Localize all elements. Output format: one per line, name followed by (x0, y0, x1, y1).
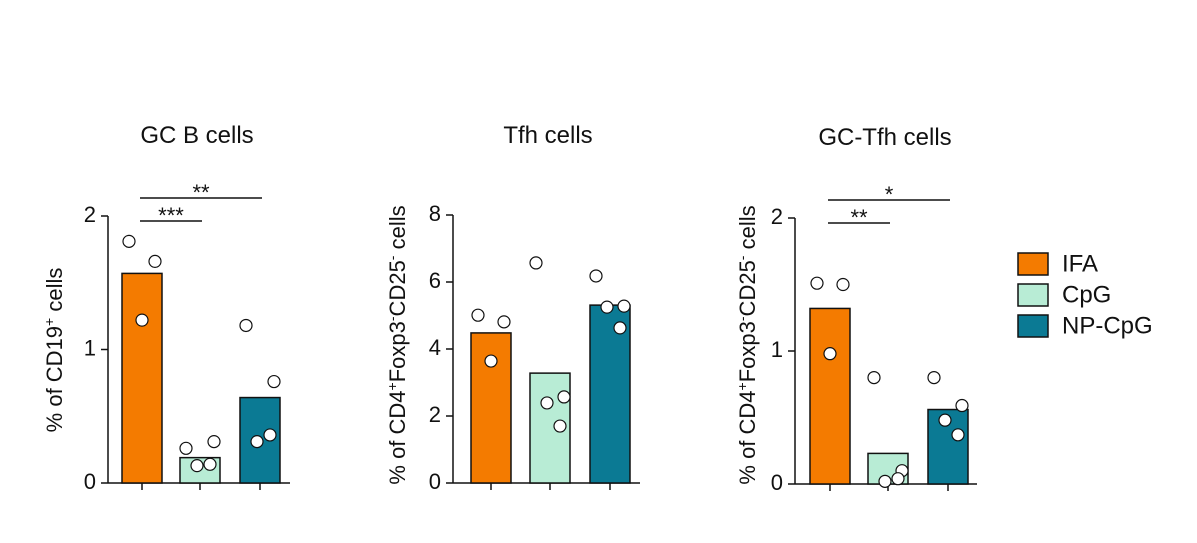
y-axis-label-part: - (734, 255, 750, 260)
y-axis-label-part: Foxp3 (735, 321, 760, 382)
data-point (810, 276, 824, 290)
chart-title: GC B cells (140, 122, 253, 149)
y-axis-label-part: Foxp3 (385, 321, 410, 382)
y-axis-label-part: % of CD4 (385, 390, 410, 484)
y-axis-label-part: + (41, 318, 57, 326)
significance-label: *** (158, 203, 184, 228)
data-point (497, 315, 511, 329)
y-axis-label-part: + (734, 382, 750, 390)
y-tick-label: 0 (84, 469, 96, 494)
data-point (263, 428, 277, 442)
chart-title: GC-Tfh cells (818, 124, 951, 151)
data-point (250, 435, 264, 449)
y-tick-label: 1 (771, 337, 783, 362)
data-point (823, 347, 837, 361)
y-axis-label: % of CD19+ cells (41, 268, 67, 433)
data-point (471, 308, 485, 322)
data-point (938, 413, 952, 427)
significance-label: ** (192, 180, 210, 205)
data-point (836, 277, 850, 292)
data-point (600, 300, 614, 314)
data-point (553, 419, 567, 433)
y-axis-label-part: % of CD19 (42, 326, 67, 432)
y-tick-label: 2 (771, 204, 783, 229)
data-point (867, 371, 881, 385)
data-point (951, 428, 965, 442)
data-point (955, 398, 969, 413)
data-point (557, 390, 571, 404)
data-point (135, 313, 149, 327)
data-point (148, 254, 162, 268)
data-point (927, 371, 941, 385)
legend-swatch (1017, 314, 1049, 338)
legend-label: CpG (1062, 281, 1111, 308)
y-axis-label: % of CD4+Foxp3-CD25- cells (384, 205, 410, 484)
legend-swatch (1017, 283, 1049, 307)
y-axis-label-part: - (384, 316, 400, 321)
y-tick-label: 0 (771, 470, 783, 495)
legend-swatch (1017, 252, 1049, 276)
legend-label: IFA (1062, 250, 1098, 277)
y-tick-label: 0 (429, 469, 441, 494)
significance-label: ** (850, 205, 868, 230)
data-point (179, 441, 193, 455)
y-tick-label: 4 (429, 335, 441, 360)
y-axis-label-part: + (384, 382, 400, 390)
data-point (267, 374, 281, 389)
significance-label: * (885, 182, 894, 207)
y-tick-label: 2 (84, 202, 96, 227)
data-point (613, 321, 627, 335)
data-point (589, 269, 603, 283)
y-axis-label-part: - (734, 316, 750, 321)
data-point (239, 318, 253, 333)
y-axis-label-part: - (384, 255, 400, 260)
legend-label: NP-CpG (1062, 312, 1153, 339)
data-point (891, 472, 905, 486)
y-axis-label-part: cells (385, 205, 410, 255)
y-axis-label-part: CD25 (385, 260, 410, 316)
bar (121, 272, 163, 484)
data-point (203, 457, 217, 471)
y-axis-label-part: cells (42, 268, 67, 318)
y-tick-label: 8 (429, 201, 441, 226)
chart-title: Tfh cells (503, 122, 592, 149)
y-tick-label: 2 (429, 402, 441, 427)
y-axis-label-part: cells (735, 205, 760, 255)
data-point (190, 459, 204, 473)
y-axis-label: % of CD4+Foxp3-CD25- cells (734, 205, 760, 484)
bar (809, 307, 851, 485)
data-point (540, 396, 554, 410)
data-point (617, 299, 631, 313)
y-axis-label-part: CD25 (735, 260, 760, 316)
data-point (207, 435, 221, 449)
data-point (878, 474, 892, 488)
bar (589, 304, 631, 484)
y-tick-label: 6 (429, 268, 441, 293)
data-point (529, 256, 543, 270)
data-point (122, 234, 136, 248)
y-tick-label: 1 (84, 335, 96, 360)
data-point (484, 354, 498, 368)
y-axis-label-part: % of CD4 (735, 390, 760, 484)
